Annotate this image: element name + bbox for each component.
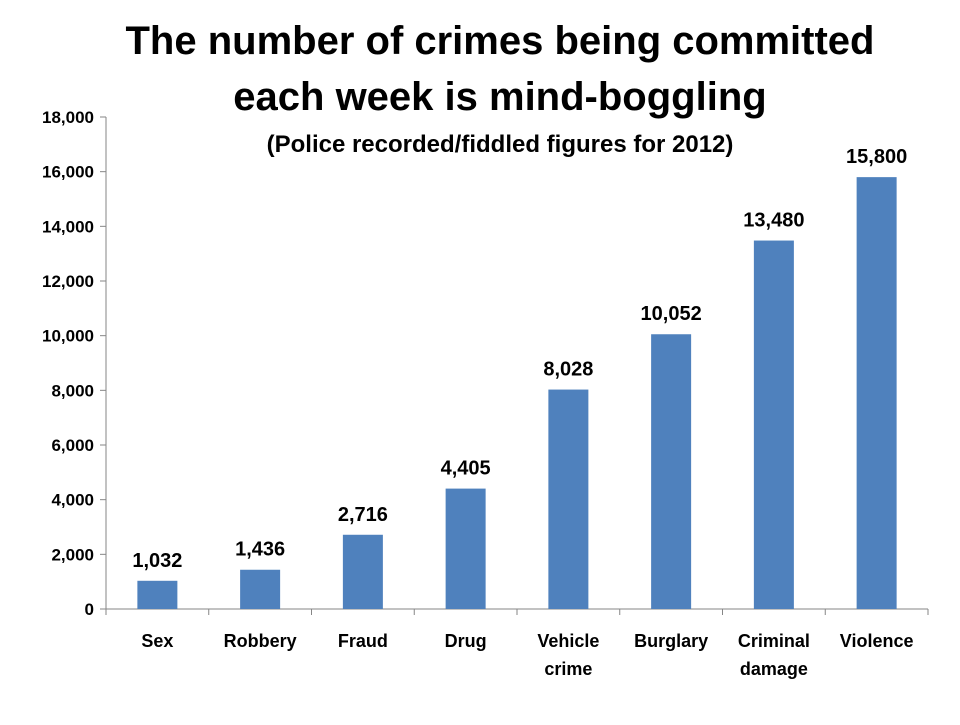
data-label: 4,405 [441,458,491,480]
x-tick-label: Fraud [338,631,388,651]
chart-title-group: The number of crimes being committed eac… [125,19,874,158]
y-tick-label: 16,000 [42,163,94,182]
data-label: 1,032 [132,550,182,572]
x-tick-label: Violence [840,631,914,651]
y-tick-label: 0 [85,600,94,619]
data-label: 1,436 [235,539,285,561]
data-label: 15,800 [846,146,907,168]
data-label: 8,028 [543,359,593,381]
bar [856,177,897,609]
x-tick-label: Sex [141,631,173,651]
bar [548,389,589,609]
x-tick-label: Vehicle crime [537,631,599,679]
chart-title-line-2: each week is mind-boggling [233,75,766,119]
data-label: 10,052 [641,303,702,325]
plot-area: 0 2,000 4,000 6,000 8,000 10,000 12,000 14,000 1… [42,108,929,679]
y-tick-label: 18,000 [42,108,94,127]
bar [240,569,281,609]
y-tick-label: 8,000 [51,381,94,400]
y-tick-label: 12,000 [42,272,94,291]
data-label: 13,480 [743,210,804,232]
y-tick-label: 10,000 [42,327,94,346]
bar [651,334,692,609]
x-tick-label: Drug [445,631,487,651]
x-tick-label: Criminal damage [738,631,810,679]
chart-title-line-1: The number of crimes being committed [125,19,874,63]
bar [445,488,486,609]
bar [342,534,383,609]
bar [137,580,178,609]
y-tick-label: 4,000 [51,491,94,510]
y-tick-label: 6,000 [51,436,94,455]
bar [753,240,794,609]
data-label: 2,716 [338,504,388,526]
y-tick-label: 14,000 [42,217,94,236]
chart-subtitle: (Police recorded/fiddled figures for 201… [267,131,734,158]
x-tick-label: Robbery [224,631,297,651]
y-tick-label: 2,000 [51,545,94,564]
x-tick-label: Burglary [634,631,708,651]
